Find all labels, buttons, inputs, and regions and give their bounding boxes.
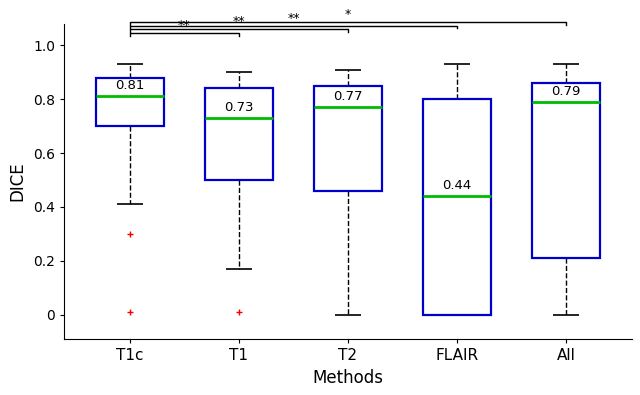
Text: **: ** <box>178 19 191 32</box>
Text: 0.79: 0.79 <box>552 85 581 98</box>
Text: 0.44: 0.44 <box>442 179 472 192</box>
Bar <box>205 88 273 180</box>
Bar <box>96 77 164 126</box>
Y-axis label: DICE: DICE <box>8 162 26 201</box>
Bar <box>314 86 382 191</box>
Bar <box>532 83 600 258</box>
Text: 0.77: 0.77 <box>333 90 363 103</box>
Text: *: * <box>345 8 351 21</box>
Text: 0.81: 0.81 <box>115 79 145 92</box>
Text: **: ** <box>287 12 300 25</box>
Text: 0.73: 0.73 <box>224 101 253 114</box>
Text: **: ** <box>232 15 245 28</box>
X-axis label: Methods: Methods <box>312 369 383 387</box>
Bar <box>423 99 491 315</box>
